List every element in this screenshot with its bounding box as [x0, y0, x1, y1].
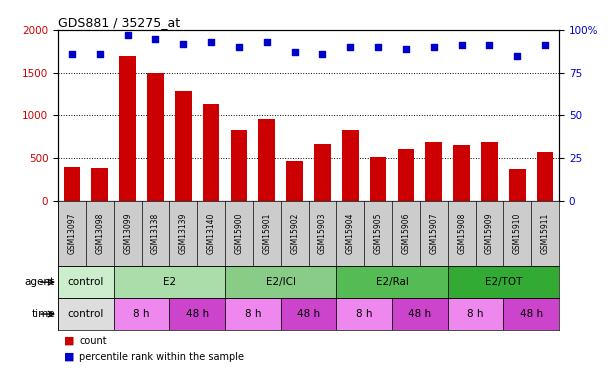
Bar — [509, 169, 525, 201]
Text: 8 h: 8 h — [133, 309, 150, 319]
Point — [429, 44, 439, 50]
Text: GSM15908: GSM15908 — [457, 213, 466, 254]
Point — [540, 42, 550, 48]
Text: GSM13099: GSM13099 — [123, 213, 132, 254]
Bar — [225, 266, 337, 298]
Text: GSM15911: GSM15911 — [541, 213, 550, 254]
Text: 48 h: 48 h — [297, 309, 320, 319]
Bar — [280, 298, 337, 330]
Bar — [453, 145, 470, 201]
Text: control: control — [68, 309, 104, 319]
Bar — [230, 130, 247, 201]
Point — [95, 51, 104, 57]
Text: count: count — [79, 336, 107, 345]
Bar — [503, 298, 559, 330]
Text: E2/Ral: E2/Ral — [376, 277, 409, 287]
Text: GSM15903: GSM15903 — [318, 213, 327, 254]
Bar — [287, 161, 303, 201]
Text: GSM15910: GSM15910 — [513, 213, 522, 254]
Bar — [448, 298, 503, 330]
Bar — [398, 148, 414, 201]
Bar — [258, 119, 275, 201]
Bar — [114, 266, 225, 298]
Bar — [64, 166, 80, 201]
Bar — [425, 142, 442, 201]
Text: 48 h: 48 h — [520, 309, 543, 319]
Text: GSM15905: GSM15905 — [374, 213, 382, 254]
Text: GSM13098: GSM13098 — [95, 213, 104, 254]
Text: GSM15901: GSM15901 — [262, 213, 271, 254]
Bar — [448, 266, 559, 298]
Text: time: time — [31, 309, 55, 319]
Bar — [392, 298, 448, 330]
Point — [513, 53, 522, 58]
Text: GSM13140: GSM13140 — [207, 213, 216, 254]
Bar — [119, 56, 136, 201]
Bar — [114, 298, 169, 330]
Text: 48 h: 48 h — [186, 309, 209, 319]
Point — [345, 44, 355, 50]
Point — [262, 39, 272, 45]
Text: control: control — [68, 277, 104, 287]
Point — [485, 42, 494, 48]
Point — [401, 46, 411, 52]
Bar — [203, 104, 219, 201]
Bar — [481, 142, 498, 201]
Text: GDS881 / 35275_at: GDS881 / 35275_at — [58, 16, 180, 29]
Bar — [92, 168, 108, 201]
Point — [150, 36, 160, 42]
Point — [457, 42, 467, 48]
Text: agent: agent — [25, 277, 55, 287]
Text: percentile rank within the sample: percentile rank within the sample — [79, 352, 244, 362]
Point — [123, 32, 133, 38]
Bar — [314, 144, 331, 201]
Bar — [169, 298, 225, 330]
Bar — [370, 157, 387, 201]
Text: GSM15900: GSM15900 — [235, 213, 243, 254]
Bar — [537, 152, 554, 201]
Point — [67, 51, 77, 57]
Bar — [337, 298, 392, 330]
Text: GSM15909: GSM15909 — [485, 213, 494, 254]
Text: GSM13097: GSM13097 — [67, 213, 76, 254]
Text: E2/TOT: E2/TOT — [485, 277, 522, 287]
Text: E2/ICI: E2/ICI — [266, 277, 296, 287]
Bar — [147, 73, 164, 201]
Bar — [58, 266, 114, 298]
Bar — [337, 266, 448, 298]
Text: GSM13138: GSM13138 — [151, 213, 160, 254]
Text: GSM15902: GSM15902 — [290, 213, 299, 254]
Text: 8 h: 8 h — [467, 309, 484, 319]
Bar — [175, 92, 192, 201]
Point — [373, 44, 383, 50]
Bar — [58, 298, 114, 330]
Text: 8 h: 8 h — [356, 309, 373, 319]
Text: ■: ■ — [64, 336, 75, 345]
Point — [234, 44, 244, 50]
Bar — [342, 130, 359, 201]
Text: 8 h: 8 h — [244, 309, 261, 319]
Bar — [225, 298, 280, 330]
Point — [290, 49, 299, 55]
Point — [178, 40, 188, 46]
Text: 48 h: 48 h — [408, 309, 431, 319]
Text: ■: ■ — [64, 352, 75, 362]
Point — [318, 51, 327, 57]
Text: GSM15907: GSM15907 — [430, 213, 438, 254]
Text: GSM15904: GSM15904 — [346, 213, 355, 254]
Text: GSM13139: GSM13139 — [179, 213, 188, 254]
Text: GSM15906: GSM15906 — [401, 213, 411, 254]
Text: E2: E2 — [163, 277, 176, 287]
Point — [207, 39, 216, 45]
